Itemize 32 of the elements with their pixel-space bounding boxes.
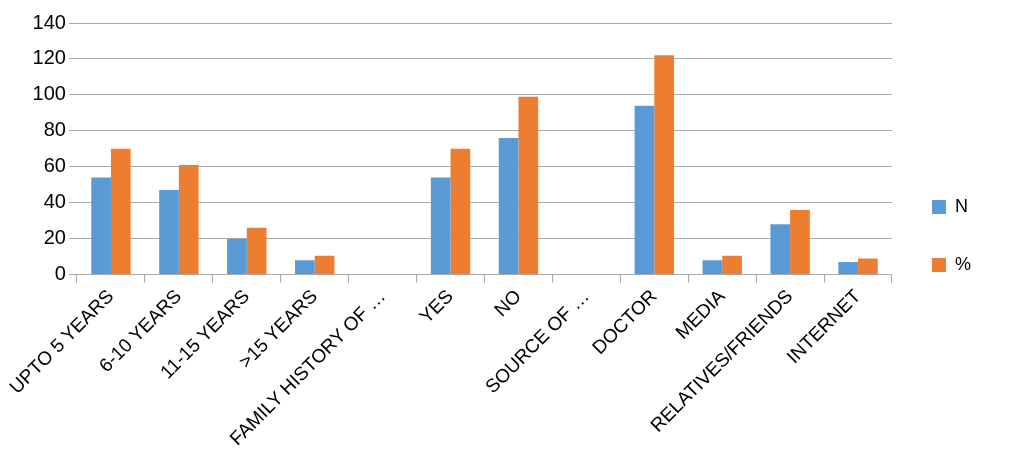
bar [450,148,471,275]
y-tick-label: 20 [43,226,66,249]
bar [838,261,859,275]
bar [634,105,655,275]
legend-label: % [955,253,972,274]
y-tick-label: 80 [43,118,66,141]
bar [858,258,878,275]
x-tick-label: YES [415,285,458,328]
legend-label: N [955,195,968,216]
x-tick-label: NO [489,285,525,321]
bar [770,224,791,275]
bar [91,177,111,275]
y-tick-label: 0 [54,262,66,285]
bar [702,260,723,275]
bar [227,238,247,275]
bar [654,55,674,275]
bar [722,255,742,275]
bar [246,227,267,275]
y-tick-label: 60 [43,154,66,177]
bar [314,255,335,275]
y-tick-label: 120 [32,46,66,69]
bar [518,96,539,275]
bar [430,177,451,275]
bar [498,138,519,275]
bar [790,209,810,275]
bar [178,164,199,275]
bar [159,190,179,275]
y-tick-label: 40 [43,190,66,213]
y-tick-label: 140 [32,10,66,33]
y-tick-label: 100 [32,82,66,105]
bar [295,260,315,275]
bar [110,148,131,275]
